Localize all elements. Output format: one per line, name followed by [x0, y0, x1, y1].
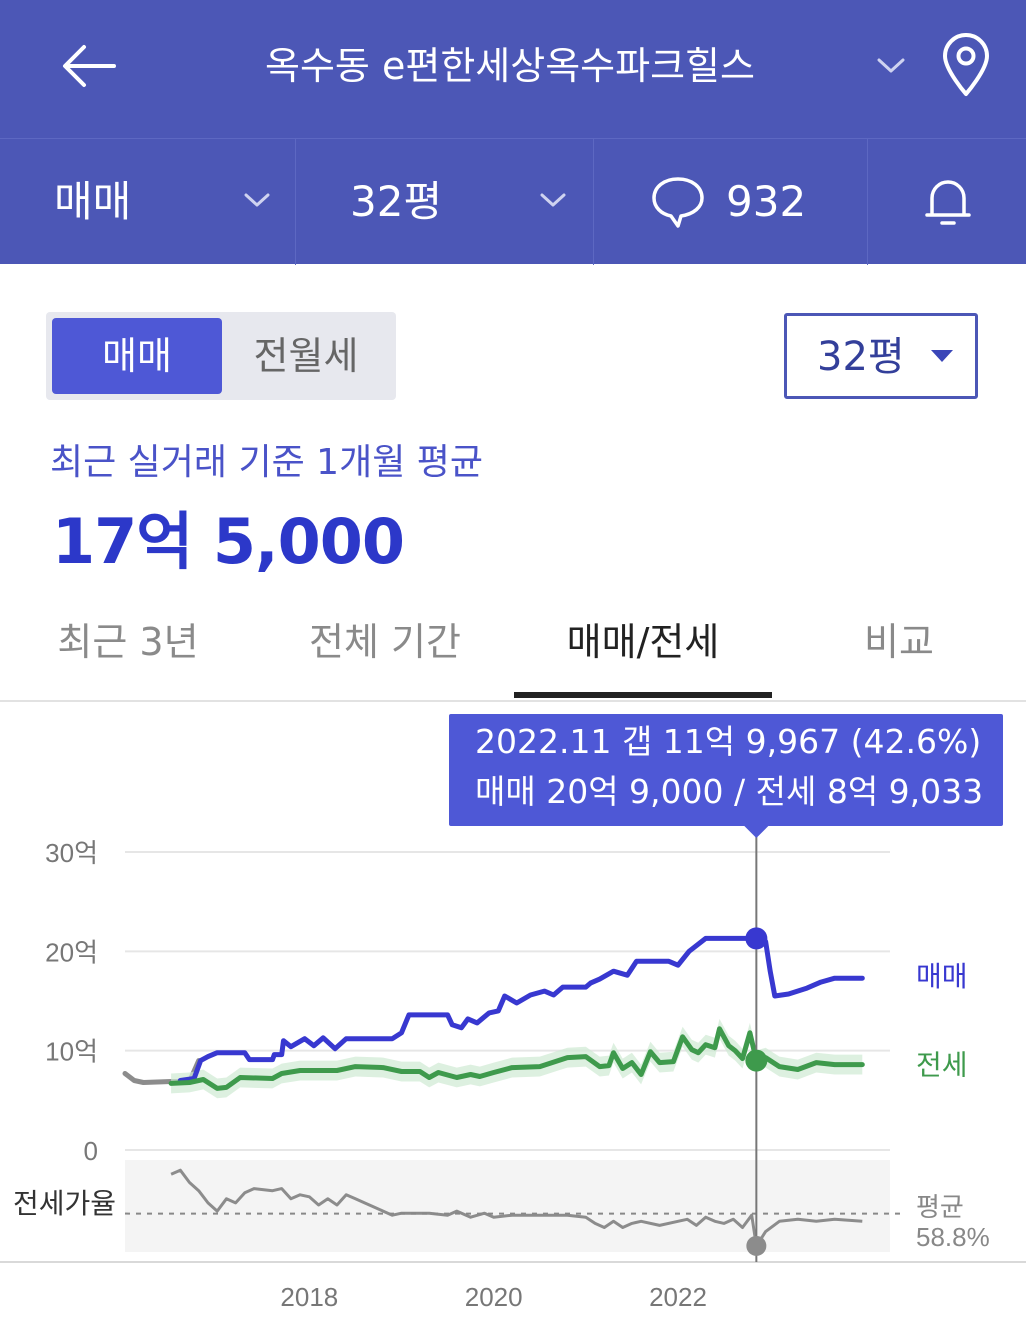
tab-recent-3y[interactable]: 최근 3년 — [57, 620, 199, 664]
chevron-down-icon[interactable] — [874, 48, 908, 82]
average-price-value: 17억 5,000 — [52, 505, 405, 578]
trade-type-dropdown[interactable]: 매매 — [0, 139, 296, 265]
series-line-lease — [168, 1026, 865, 1091]
legend-lease: 전세 — [916, 1050, 968, 1081]
size-select-value: 32평 — [817, 334, 905, 380]
speech-bubble-icon — [652, 177, 704, 228]
y-tick-label: 10억 — [45, 1037, 98, 1067]
x-tick-label: 2020 — [465, 1282, 523, 1312]
caret-down-icon — [931, 350, 953, 362]
page-title: 옥수동 e편한세상옥수파크힐스 — [265, 44, 755, 88]
period-tabs: 최근 3년 전체 기간 매매/전세 비교 — [0, 600, 1026, 702]
arrow-left-icon — [63, 45, 116, 87]
ratio-band — [125, 1160, 890, 1252]
tab-all-period[interactable]: 전체 기간 — [309, 620, 461, 664]
average-price-label: 최근 실거래 기준 1개월 평균 — [50, 442, 483, 483]
toggle-lease[interactable]: 전월세 — [253, 334, 359, 378]
lease-range-area — [171, 1018, 863, 1099]
map-pin-icon[interactable] — [936, 30, 996, 100]
lease-point-marker — [745, 1049, 768, 1072]
y-tick-label: 30억 — [45, 838, 98, 868]
series-line-ratio — [170, 1168, 863, 1248]
size-dropdown[interactable]: 32평 — [296, 139, 594, 265]
tooltip-prices: 매매 20억 9,000 / 전세 8억 9,033 — [475, 772, 984, 811]
chart-tooltip: 2022.11 갭 11억 9,967 (42.6%) 매매 20억 9,000… — [449, 714, 1003, 826]
x-tick-label: 2022 — [649, 1282, 707, 1312]
tooltip-gap: 2022.11 갭 11억 9,967 (42.6%) — [475, 722, 982, 761]
ratio-label: 전세가율 — [13, 1188, 116, 1219]
ratio-average-label: 평균 — [916, 1192, 964, 1222]
tab-sale-lease[interactable]: 매매/전세 — [566, 620, 720, 664]
y-tick-label: 20억 — [45, 937, 98, 967]
ratio-average-value: 58.8% — [916, 1222, 990, 1252]
toggle-sale[interactable]: 매매 — [52, 318, 222, 394]
chevron-down-icon — [244, 193, 270, 207]
y-tick-label: 0 — [84, 1136, 98, 1166]
size-select[interactable]: 32평 — [784, 313, 978, 399]
app-header: 옥수동 e편한세상옥수파크힐스 — [0, 0, 1026, 138]
comments-button[interactable]: 932 — [594, 139, 868, 265]
series-line-sale — [177, 935, 865, 1083]
trade-type-label: 매매 — [54, 177, 132, 226]
comment-count: 932 — [726, 177, 807, 226]
bell-icon — [925, 180, 971, 225]
filter-bar: 매매 32평 932 — [0, 138, 1026, 265]
back-button[interactable] — [56, 36, 120, 96]
ratio-point-marker — [746, 1235, 767, 1256]
alert-button[interactable] — [868, 139, 1026, 265]
legend-sale: 매매 — [916, 961, 968, 992]
sale-point-marker — [745, 927, 768, 950]
tab-compare[interactable]: 비교 — [864, 620, 934, 664]
chevron-down-icon — [540, 193, 566, 207]
x-tick-label: 2018 — [280, 1282, 338, 1312]
trade-toggle: 매매 전월세 — [46, 312, 396, 400]
tooltip-pointer — [744, 826, 769, 838]
size-label: 32평 — [350, 177, 443, 226]
active-tab-indicator — [514, 692, 772, 698]
